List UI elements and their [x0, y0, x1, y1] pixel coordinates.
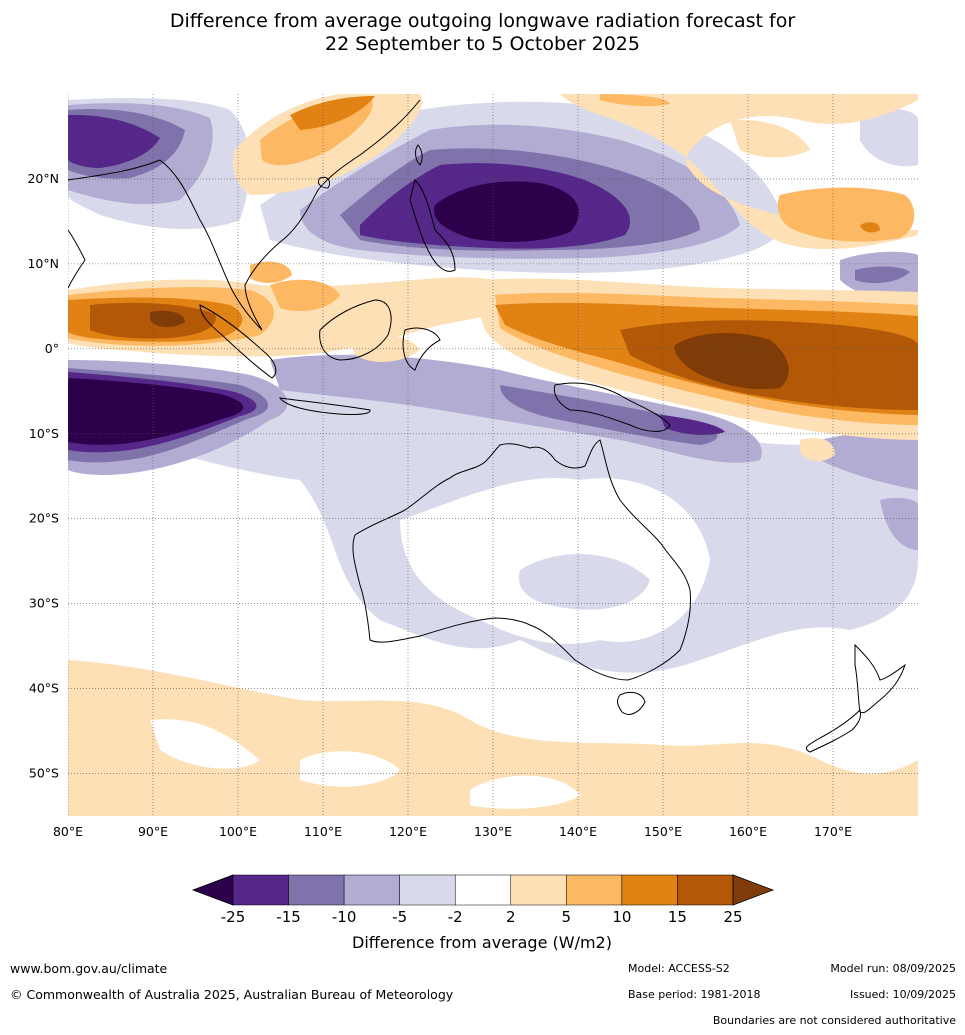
colorbar-tick-label: 2	[506, 908, 516, 926]
lon-tick-label: 130°E	[474, 824, 512, 839]
issued-text: Issued: 10/09/2025	[849, 988, 956, 1001]
colorbar-swatch	[232, 874, 289, 906]
asia-mainland-coastline	[68, 99, 421, 331]
colorbar-tick-label: -15	[276, 908, 301, 926]
java-coastline	[278, 397, 371, 415]
new-zealand-north-coastline	[854, 643, 906, 714]
lat-tick-label: 10°N	[27, 256, 59, 271]
colorbar-swatch	[677, 874, 734, 906]
tasmania-coastline	[617, 691, 646, 715]
colorbar-tick-label: -10	[332, 908, 357, 926]
lat-tick-label: 30°S	[29, 596, 59, 611]
taiwan-coastline	[415, 144, 423, 166]
longitude-ticks: 80°E 90°E 100°E 110°E 120°E 130°E 140°E 150°E 16…	[53, 824, 852, 839]
india-coastline	[68, 229, 86, 289]
base-period-text: Base period: 1981-2018	[628, 988, 761, 1001]
philippines-strong-negative	[434, 181, 579, 242]
chart-title: Difference from average outgoing longwav…	[0, 10, 965, 56]
colorbar: -25 -15 -10 -5 -2 2 5 10 15 25	[191, 874, 775, 926]
lon-tick-label: 80°E	[53, 824, 83, 839]
colorbar-tick-label: -2	[448, 908, 463, 926]
southern-warm-band	[68, 660, 918, 816]
model-text: Model: ACCESS-S2	[628, 962, 730, 975]
australia-coastline	[352, 439, 691, 681]
pacific-warm-core	[674, 333, 789, 390]
lon-tick-label: 150°E	[644, 824, 682, 839]
colorbar-tick-label: 15	[668, 908, 687, 926]
gridlines	[68, 94, 918, 816]
colorbar-tick-label: 25	[723, 908, 742, 926]
philippines-coastline	[409, 179, 456, 272]
borneo-coastline	[319, 299, 392, 361]
copyright-text: © Commonwealth of Australia 2025, Austra…	[10, 987, 454, 1002]
lat-tick-label: 50°S	[29, 766, 59, 781]
website-link[interactable]: www.bom.gov.au/climate	[10, 961, 168, 976]
lat-tick-label: 40°S	[29, 681, 59, 696]
lat-tick-label: 20°S	[29, 511, 59, 526]
lon-tick-label: 90°E	[138, 824, 168, 839]
title-line-2: 22 September to 5 October 2025	[325, 33, 640, 55]
disclaimer-text: Boundaries are not considered authoritat…	[712, 1014, 956, 1027]
lon-tick-label: 110°E	[304, 824, 342, 839]
colorbar-swatch	[566, 874, 623, 906]
lon-tick-label: 140°E	[559, 824, 597, 839]
colorbar-swatch	[454, 874, 512, 906]
colorbar-swatch	[510, 874, 567, 906]
lon-tick-label: 170°E	[814, 824, 852, 839]
colorbar-extend-high	[732, 874, 775, 906]
lat-tick-label: 0°	[45, 341, 59, 356]
lat-tick-label: 20°N	[27, 171, 59, 186]
hainan-coastline	[317, 176, 331, 189]
colorbar-swatch	[343, 874, 400, 906]
colorbar-title: Difference from average (W/m2)	[352, 933, 612, 952]
colorbar-swatch	[288, 874, 345, 906]
lat-tick-label: 10°S	[29, 426, 59, 441]
sulawesi-coastline	[402, 327, 441, 371]
colorbar-extend-low	[191, 874, 234, 906]
coastlines	[68, 99, 906, 753]
colorbar-swatch	[621, 874, 678, 906]
colorbar-tick-label: -5	[392, 908, 407, 926]
lon-tick-label: 100°E	[219, 824, 257, 839]
new-guinea-coastline	[553, 382, 671, 432]
colorbar-tick-label: 10	[612, 908, 631, 926]
colorbar-swatch	[399, 874, 456, 906]
title-line-1: Difference from average outgoing longwav…	[169, 10, 796, 32]
model-run-text: Model run: 08/09/2025	[830, 962, 956, 975]
lon-tick-label: 160°E	[729, 824, 767, 839]
lon-tick-label: 120°E	[389, 824, 427, 839]
colorbar-tick-label: -25	[221, 908, 246, 926]
sumatra-coastline	[199, 304, 277, 379]
latitude-ticks: 20°N 10°N 0° 10°S 20°S 30°S 40°S 50°S	[27, 171, 59, 781]
indian-ocean-strong-negative	[68, 378, 244, 445]
colorbar-tick-label: 5	[562, 908, 572, 926]
